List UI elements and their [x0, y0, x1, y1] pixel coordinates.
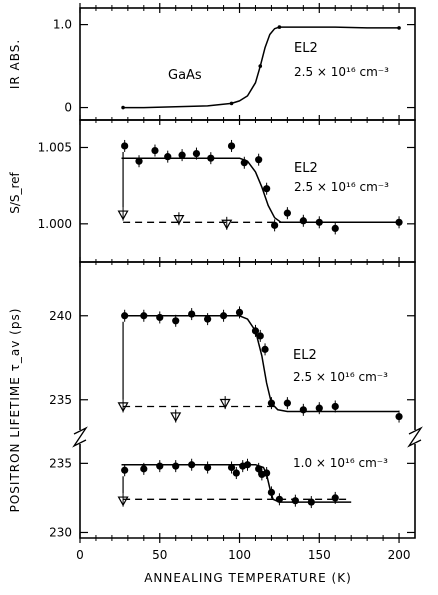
- y-tick-label: 235: [49, 393, 72, 407]
- y-tick-labels: 1.0 0 1.005 1.000 240 235 235 230: [38, 18, 72, 540]
- ir-annotation-line2: 2.5 × 10¹⁶ cm⁻³: [294, 65, 389, 79]
- y-tick-label: 235: [49, 456, 72, 470]
- lifetime-panel-frame-lower: [79, 444, 416, 539]
- ir-ylabel: IR ABS.: [8, 39, 22, 89]
- y-tick-label: 0: [64, 101, 72, 115]
- ir-annotation-line1: EL2: [294, 41, 318, 56]
- lifetime-annotation-low-dose: 1.0 × 10¹⁶ cm⁻³: [293, 456, 388, 470]
- x-tick-label: 150: [308, 548, 331, 562]
- y-tick-label: 230: [49, 525, 72, 539]
- data-point: [229, 101, 234, 106]
- panel-series-3: [117, 458, 352, 509]
- data-point: [397, 26, 401, 30]
- lifetime-annotation-line2: 2.5 × 10¹⁶ cm⁻³: [293, 370, 388, 384]
- s-ylabel: S/S_ref: [8, 171, 22, 213]
- panel-series-1: [117, 139, 403, 235]
- fit-line: [121, 463, 352, 503]
- y-tick-label: 1.000: [38, 217, 72, 231]
- panel-frames: [72, 7, 423, 539]
- x-tick-label: 0: [76, 548, 84, 562]
- x-tick-label: 50: [152, 548, 167, 562]
- axis-break-left: [72, 426, 88, 448]
- s-annotation-line2: 2.5 × 10¹⁶ cm⁻³: [294, 180, 389, 194]
- x-tick-label: 100: [228, 548, 251, 562]
- fit-line: [121, 315, 399, 413]
- data-point: [258, 64, 263, 68]
- y-tick-label: 1.0: [53, 18, 72, 32]
- data-point: [277, 25, 282, 29]
- y-tick-label: 1.005: [38, 140, 72, 154]
- s-annotation-line1: EL2: [294, 161, 318, 176]
- lifetime-panel-frame: [79, 261, 416, 430]
- ir-panel-frame: [79, 7, 416, 121]
- axis-ticks: [79, 3, 415, 543]
- lifetime-ylabel: POSITRON LIFETIME τ_av (ps): [8, 308, 22, 513]
- axis-break-right: [407, 426, 423, 448]
- sample-label: GaAs: [168, 68, 202, 83]
- panel-series-2: [117, 306, 403, 423]
- x-axis-label: ANNEALING TEMPERATURE (K): [144, 571, 352, 585]
- x-tick-label: 200: [388, 548, 411, 562]
- data-series: [117, 25, 403, 509]
- x-tick-labels: 0 50 100 150 200: [76, 548, 410, 562]
- panel-series-0: [121, 25, 401, 110]
- lifetime-annotation-line1: EL2: [293, 348, 317, 363]
- data-point: [121, 105, 125, 110]
- y-tick-label: 240: [49, 309, 72, 323]
